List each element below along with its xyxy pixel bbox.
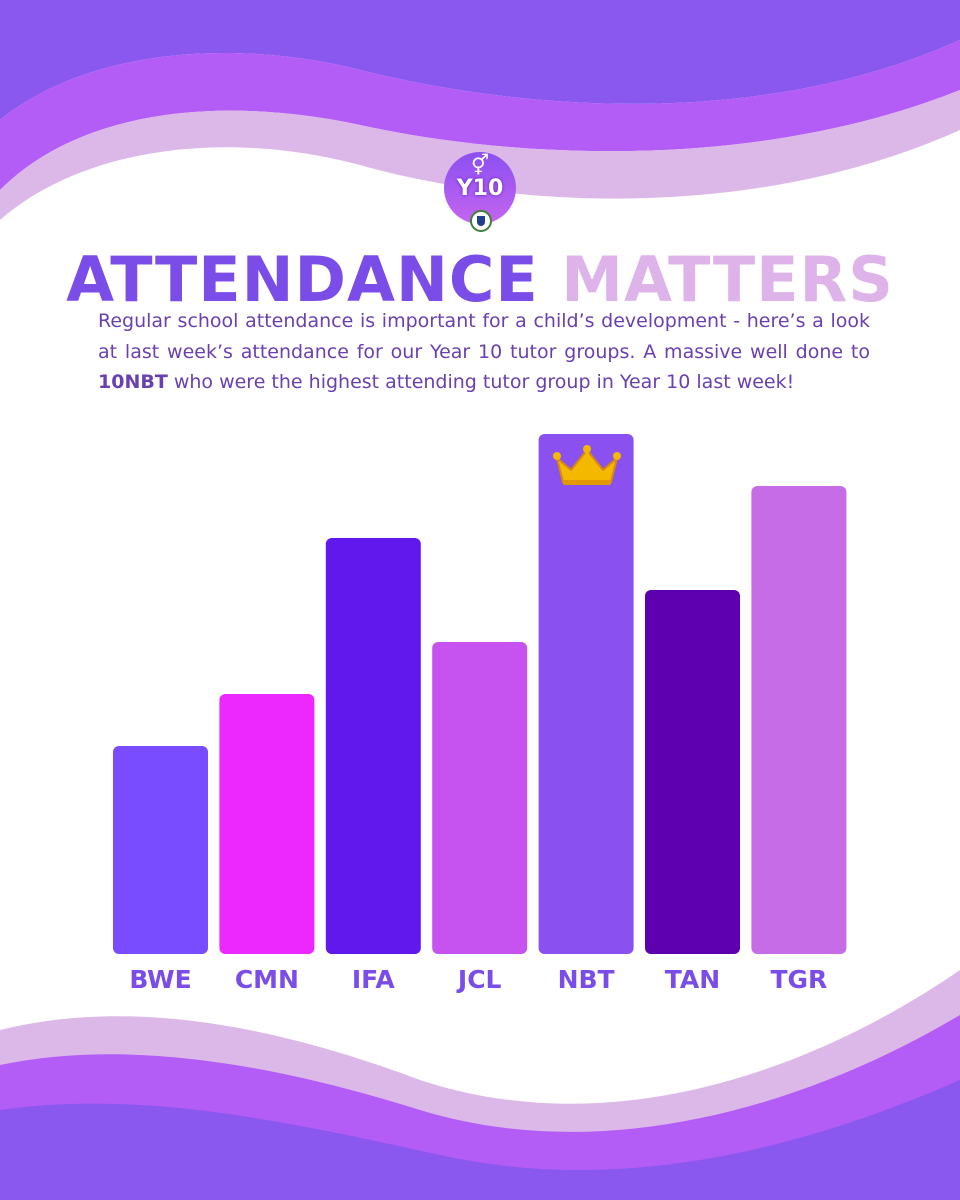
bar-tan [645,590,740,954]
x-tick-label-ifa: IFA [351,965,395,994]
intro-text-before: Regular school attendance is important f… [98,310,870,363]
x-tick-label-tan: TAN [664,965,721,994]
bar-jcl [432,642,528,954]
school-crest-icon [470,210,492,232]
intro-paragraph: Regular school attendance is important f… [98,306,870,398]
crown-icon [553,445,621,485]
intro-highlight: 10NBT [98,371,168,393]
intro-text-after: who were the highest attending tutor gro… [167,371,795,393]
x-tick-label-nbt: NBT [557,965,615,994]
x-tick-label-bwe: BWE [129,965,192,994]
bar-nbt [538,434,634,954]
page-title: ATTENDANCE MATTERS [0,240,960,320]
top-wave-dark [0,0,960,120]
bottom-wave-dark [0,1080,960,1200]
top-wave-mid [0,40,960,190]
x-tick-label-cmn: CMN [234,965,299,994]
bar-tgr [751,486,847,954]
x-tick-label-jcl: JCL [457,965,502,994]
bar-bwe [113,746,208,954]
title-part2: MATTERS [561,243,894,316]
x-tick-label-tgr: TGR [770,965,828,994]
bar-ifa [325,538,421,954]
year-badge-text: Y10 [456,176,504,201]
bar-cmn [219,694,315,954]
title-part1: ATTENDANCE [66,243,539,316]
year-badge: ⚥ Y10 [444,152,516,224]
gender-symbol-icon: ⚥ [470,153,490,177]
